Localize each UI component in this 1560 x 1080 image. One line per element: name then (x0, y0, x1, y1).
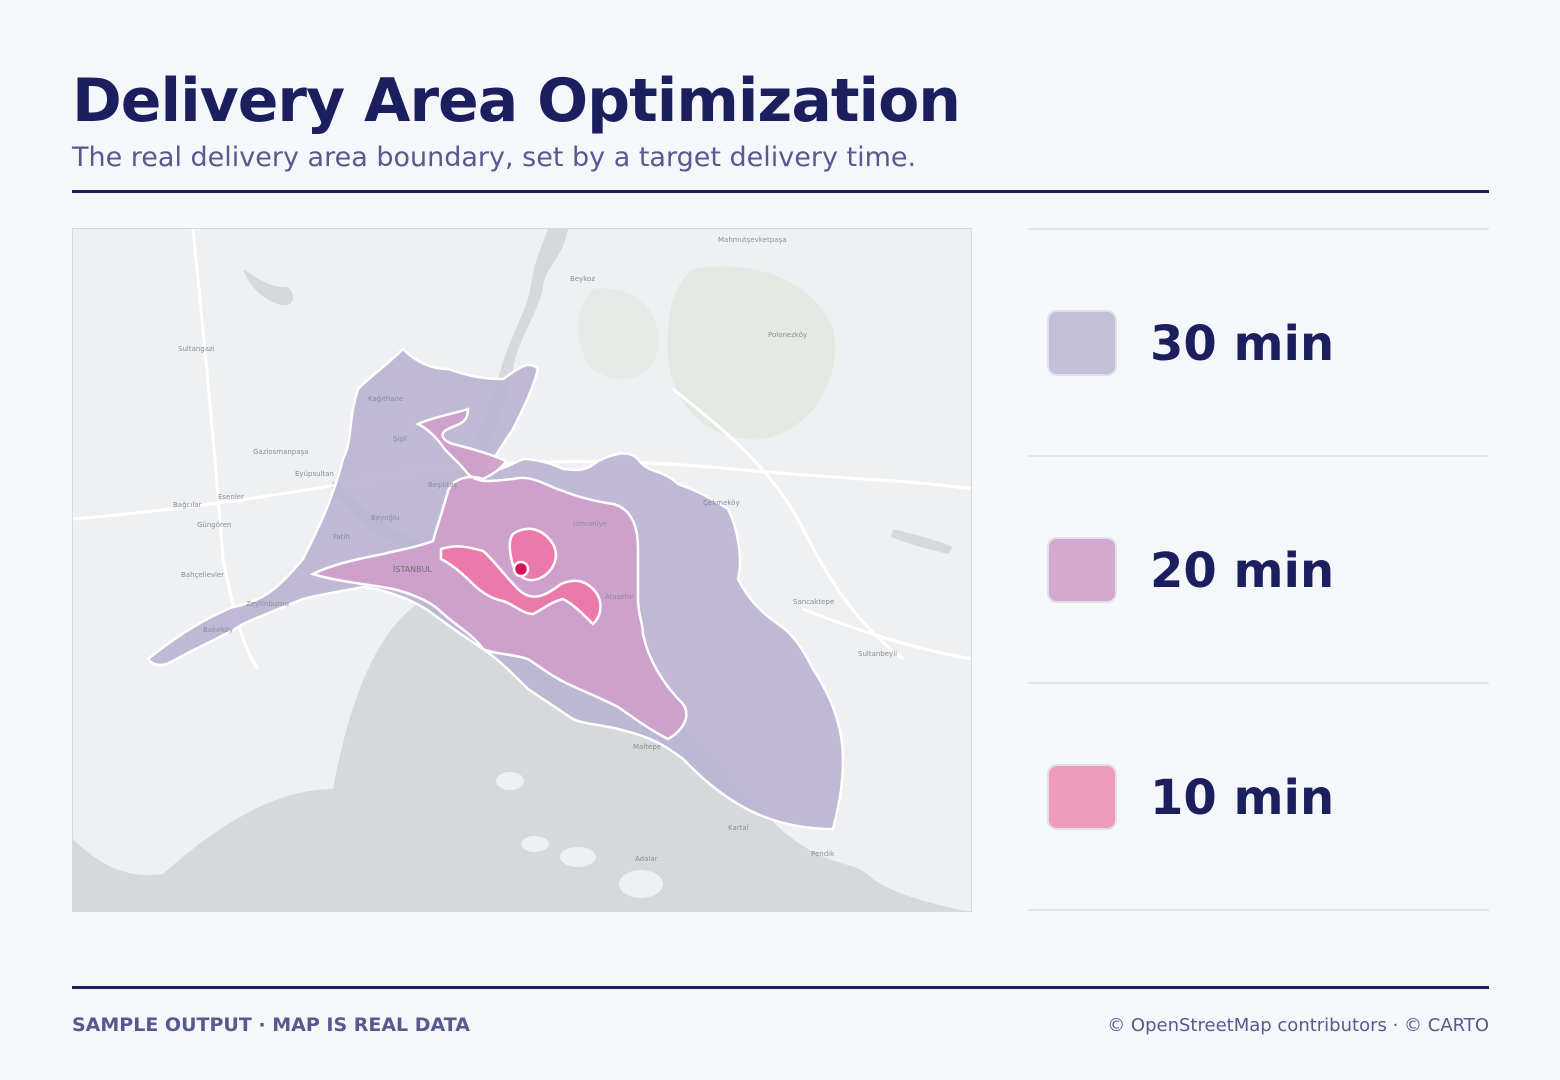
map-place-label: Güngören (197, 521, 232, 529)
map-place-label: Ataşehir (605, 593, 634, 601)
map-place-label: Bakırköy (203, 626, 233, 634)
map-place-label: Bahçelievler (181, 571, 224, 579)
map-place-label: Zeytinburnu (246, 600, 289, 608)
map-place-label: Gaziosmanpaşa (253, 448, 308, 456)
map-canvas[interactable]: İSTANBUL Beykoz Şişli Beşiktaş Beyoğlu F… (73, 229, 972, 912)
footer-note: SAMPLE OUTPUT · MAP IS REAL DATA (72, 1014, 470, 1036)
legend-item-10-min: 10 min (1028, 682, 1489, 911)
forest-area (578, 288, 659, 380)
map-place-label: Çekmeköy (703, 499, 740, 507)
map-place-label: Ümraniye (573, 519, 607, 528)
store-origin-marker[interactable] (512, 560, 530, 578)
lake (891, 529, 953, 554)
legend-label: 10 min (1150, 770, 1335, 826)
map-place-label: Maltepe (633, 743, 661, 751)
legend-item-20-min: 20 min (1028, 455, 1489, 682)
marmara-sea (73, 583, 965, 911)
legend-swatch-20-min (1047, 537, 1117, 603)
island (521, 836, 549, 852)
legend-item-30-min: 30 min (1028, 228, 1489, 455)
forest-area (667, 266, 835, 440)
legend-label: 20 min (1150, 543, 1335, 599)
page-title: Delivery Area Optimization (72, 66, 961, 136)
isochrone-10-min (439, 527, 602, 626)
island (496, 772, 524, 790)
map-place-label: Beykoz (570, 275, 595, 283)
page-subtitle: The real delivery area boundary, set by … (72, 142, 917, 173)
legend-swatch-10-min (1047, 764, 1117, 830)
map-place-label: Kağıthane (368, 395, 403, 403)
island (560, 847, 596, 867)
map-place-label: Eyüpsultan (295, 470, 334, 478)
map-attribution: © OpenStreetMap contributors · © CARTO (1107, 1015, 1489, 1036)
legend-label: 30 min (1150, 316, 1335, 372)
map-place-label: Kartal (728, 824, 749, 832)
map-place-label: Bağcılar (173, 501, 202, 509)
map-place-label: Fatih (333, 533, 350, 541)
map-place-label: Esenler (218, 493, 244, 501)
map-place-label: Adalar (635, 855, 658, 863)
map-place-label: Beyoğlu (371, 514, 399, 522)
map-place-label: Sultanbeyli (858, 650, 897, 658)
map-place-label: Beşiktaş (428, 481, 458, 489)
delivery-map[interactable]: İSTANBUL Beykoz Şişli Beşiktaş Beyoğlu F… (72, 228, 972, 912)
legend-swatch-30-min (1047, 310, 1117, 376)
map-city-label: İSTANBUL (393, 564, 433, 574)
map-place-label: Sancaktepe (793, 598, 834, 606)
footer-divider (72, 986, 1489, 989)
map-legend: 30 min 20 min 10 min (1028, 228, 1489, 911)
map-place-label: Sultangazi (178, 345, 215, 353)
map-place-label: Mahmutşevketpaşa (718, 236, 786, 244)
map-place-label: Pendik (811, 850, 835, 858)
map-place-label: Polonezköy (768, 331, 807, 339)
header-divider (72, 190, 1489, 193)
road-network (73, 229, 971, 670)
island (619, 870, 663, 898)
map-place-label: Şişli (393, 435, 407, 443)
lake (243, 269, 294, 306)
